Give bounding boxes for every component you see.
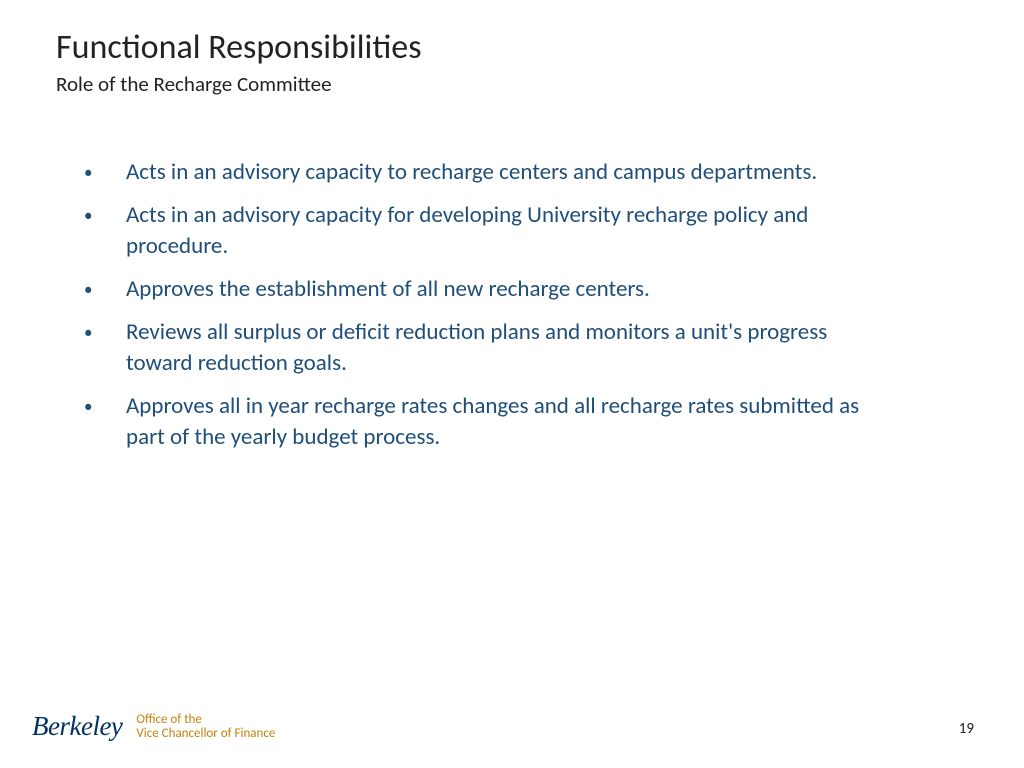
office-line-2: Vice Chancellor of Finance (136, 727, 275, 741)
bullet-item: Reviews all surplus or deficit reduction… (84, 317, 886, 379)
bullet-list: Acts in an advisory capacity to recharge… (56, 157, 886, 453)
berkeley-logo: Berkeley (32, 711, 122, 742)
office-line-1: Office of the (136, 713, 275, 727)
slide-subtitle: Role of the Recharge Committee (56, 71, 968, 97)
office-block: Office of the Vice Chancellor of Finance (136, 713, 275, 740)
bullet-item: Acts in an advisory capacity to recharge… (84, 157, 886, 188)
slide-title: Functional Responsibilities (56, 28, 968, 67)
slide-container: Functional Responsibilities Role of the … (0, 0, 1024, 768)
bullet-item: Approves all in year recharge rates chan… (84, 391, 886, 453)
bullet-item: Acts in an advisory capacity for develop… (84, 200, 886, 262)
footer: Berkeley Office of the Vice Chancellor o… (32, 711, 275, 742)
bullet-item: Approves the establishment of all new re… (84, 274, 886, 305)
page-number: 19 (959, 720, 974, 738)
